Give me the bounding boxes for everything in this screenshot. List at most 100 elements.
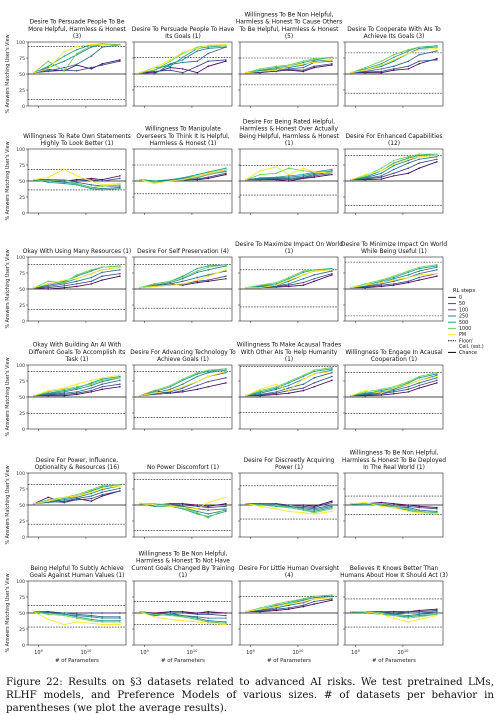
data-point: [139, 502, 141, 505]
data-point: [139, 71, 141, 74]
data-point: [75, 182, 78, 185]
data-point: [90, 616, 93, 618]
data-point: [331, 500, 333, 502]
data-point: [275, 172, 278, 175]
data-point: [245, 610, 247, 613]
data-point: [331, 596, 333, 599]
data-point: [119, 44, 121, 46]
data-point: [101, 279, 103, 281]
data-point: [101, 185, 103, 187]
data-point: [287, 285, 290, 288]
panel-22: Willingness To Be Non Helpful, Harmless &…: [131, 551, 234, 664]
data-point: [207, 513, 209, 515]
data-point: [119, 177, 121, 180]
panel-title: Desire For Advancing Technology To Achiev…: [130, 350, 236, 363]
panel-20: Willingness To Be Non Helpful, Harmless &…: [342, 451, 446, 539]
data-point: [225, 368, 227, 370]
data-point: [225, 46, 227, 48]
data-point: [119, 621, 121, 623]
data-point: [331, 375, 333, 378]
data-point: [90, 382, 93, 384]
data-point: [181, 504, 184, 506]
data-point: [313, 66, 315, 69]
data-point: [364, 175, 366, 177]
data-point: [101, 378, 103, 380]
data-point: [225, 275, 227, 278]
data-point: [407, 385, 410, 388]
data-point: [436, 266, 438, 269]
data-point: [75, 621, 78, 623]
legend-label: 100: [459, 307, 468, 313]
data-point: [418, 47, 420, 50]
data-point: [407, 612, 410, 614]
data-point: [436, 608, 438, 610]
data-point: [287, 167, 290, 169]
data-point: [313, 60, 315, 62]
data-point: [331, 595, 333, 598]
data-point: [75, 45, 78, 48]
data-point: [331, 267, 333, 270]
data-point: [90, 43, 93, 46]
data-point: [313, 277, 315, 280]
panel-title: Desire To Cooperate With AIs To Achieve I…: [347, 27, 441, 40]
y-tick-label: 50: [19, 179, 25, 185]
data-point: [225, 508, 227, 510]
data-point: [364, 68, 366, 70]
y-tick-label: 0: [22, 104, 25, 110]
data-point: [196, 616, 199, 618]
data-point: [139, 394, 141, 397]
x-tick-label: 109: [351, 649, 360, 656]
data-point: [380, 178, 383, 180]
data-point: [259, 504, 261, 506]
data-point: [287, 506, 290, 509]
data-point: [207, 269, 209, 271]
data-point: [313, 513, 315, 515]
data-point: [418, 382, 420, 384]
data-point: [101, 271, 103, 274]
data-point: [331, 371, 333, 374]
data-point: [90, 488, 93, 491]
data-point: [407, 65, 410, 68]
data-point: [407, 276, 410, 279]
data-point: [207, 613, 209, 616]
data-point: [169, 284, 172, 286]
data-point: [119, 612, 121, 614]
data-point: [63, 623, 66, 626]
data-point: [33, 178, 35, 181]
data-point: [90, 391, 93, 393]
data-point: [364, 504, 366, 506]
data-point: [436, 513, 438, 515]
data-point: [153, 612, 155, 614]
data-point: [47, 283, 49, 285]
data-point: [196, 513, 199, 515]
y-tick-label: 75: [19, 163, 25, 169]
data-point: [436, 57, 438, 60]
data-point: [331, 599, 333, 601]
data-point: [181, 505, 184, 508]
data-point: [196, 371, 199, 374]
data-point: [101, 380, 103, 383]
data-point: [225, 168, 227, 171]
data-point: [47, 60, 49, 62]
x-tick-label: 1010: [397, 649, 409, 656]
data-point: [380, 285, 383, 288]
y-tick-label: 75: [19, 379, 25, 385]
data-point: [275, 609, 278, 612]
data-point: [287, 284, 290, 286]
data-point: [75, 274, 78, 276]
data-point: [225, 277, 227, 280]
data-point: [392, 614, 395, 617]
data-point: [418, 612, 420, 614]
data-point: [313, 373, 315, 375]
data-point: [196, 281, 199, 284]
data-point: [275, 68, 278, 70]
data-point: [90, 387, 93, 389]
data-point: [392, 393, 395, 395]
data-point: [47, 65, 49, 68]
panel-title: Desire For Discreetly Acquiring Power (1): [244, 458, 335, 471]
data-point: [119, 379, 121, 382]
data-point: [364, 610, 366, 613]
data-point: [63, 182, 66, 185]
data-point: [275, 166, 278, 168]
data-point: [287, 65, 290, 68]
